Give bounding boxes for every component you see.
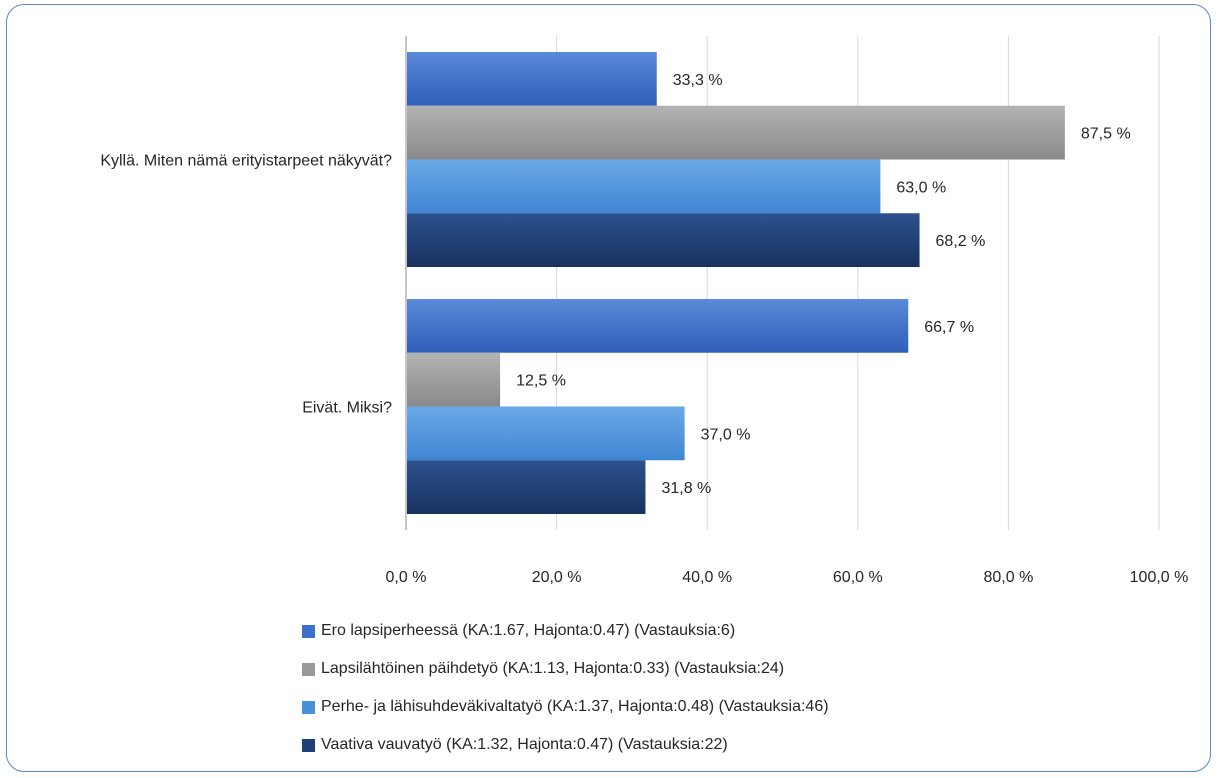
bar (407, 52, 657, 106)
bar (407, 299, 909, 353)
data-label: 68,2 % (936, 233, 986, 250)
data-label: 37,0 % (701, 426, 751, 443)
bar (407, 213, 920, 267)
legend-label: Vaativa vauvatyö (KA:1.32, Hajonta:0.47)… (321, 736, 728, 753)
legend-label: Perhe- ja lähisuhdeväkivaltatyö (KA:1.37… (321, 698, 829, 715)
bar (407, 159, 881, 214)
x-tick-label: 100,0 % (1130, 569, 1189, 586)
category-label: Kyllä. Miten nämä erityistarpeet näkyvät… (100, 153, 392, 170)
legend-label: Ero lapsiperheessä (KA:1.67, Hajonta:0.4… (321, 622, 736, 639)
legend-item-vaativa-vauvatyo: Vaativa vauvatyö (KA:1.32, Hajonta:0.47)… (302, 726, 829, 764)
category-label: Eivät. Miksi? (302, 400, 392, 417)
bars (407, 52, 1065, 514)
x-axis-ticks: 0,0 % 20,0 % 40,0 % 60,0 % 80,0 % 100,0 % (386, 569, 1189, 586)
data-label: 33,3 % (673, 72, 723, 89)
data-label: 66,7 % (924, 319, 974, 336)
data-label: 87,5 % (1081, 126, 1131, 143)
data-label: 31,8 % (661, 480, 711, 497)
legend-label: Lapsilähtöinen päihdetyö (KA:1.13, Hajon… (321, 660, 785, 677)
legend-item-ero-lapsiperheessa: Ero lapsiperheessä (KA:1.67, Hajonta:0.4… (302, 612, 829, 650)
bar (407, 406, 685, 461)
legend-item-perhe-ja-lahisuhdevakivaltatyo: Perhe- ja lähisuhdeväkivaltatyö (KA:1.37… (302, 688, 829, 726)
x-tick-label: 0,0 % (386, 569, 427, 586)
legend-item-lapsilahtoinen-paihdetyo: Lapsilähtöinen päihdetyö (KA:1.13, Hajon… (302, 650, 829, 688)
x-tick-label: 60,0 % (833, 569, 883, 586)
data-label: 12,5 % (516, 373, 566, 390)
data-labels: 33,3 % 87,5 % 63,0 % 68,2 % 66,7 % 12,5 % 37,0… (516, 72, 1131, 497)
category-labels: Kyllä. Miten nämä erityistarpeet näkyvät… (100, 153, 392, 417)
legend-swatch (302, 624, 315, 638)
legend-swatch (302, 662, 315, 676)
x-tick-label: 80,0 % (983, 569, 1033, 586)
x-tick-label: 40,0 % (682, 569, 732, 586)
bar (407, 460, 646, 514)
legend-swatch (302, 738, 315, 752)
bar (407, 105, 1065, 160)
legend-swatch (302, 700, 315, 714)
data-label: 63,0 % (896, 179, 946, 196)
bar (407, 352, 501, 407)
legend: Ero lapsiperheessä (KA:1.67, Hajonta:0.4… (302, 612, 829, 764)
x-tick-label: 20,0 % (532, 569, 582, 586)
